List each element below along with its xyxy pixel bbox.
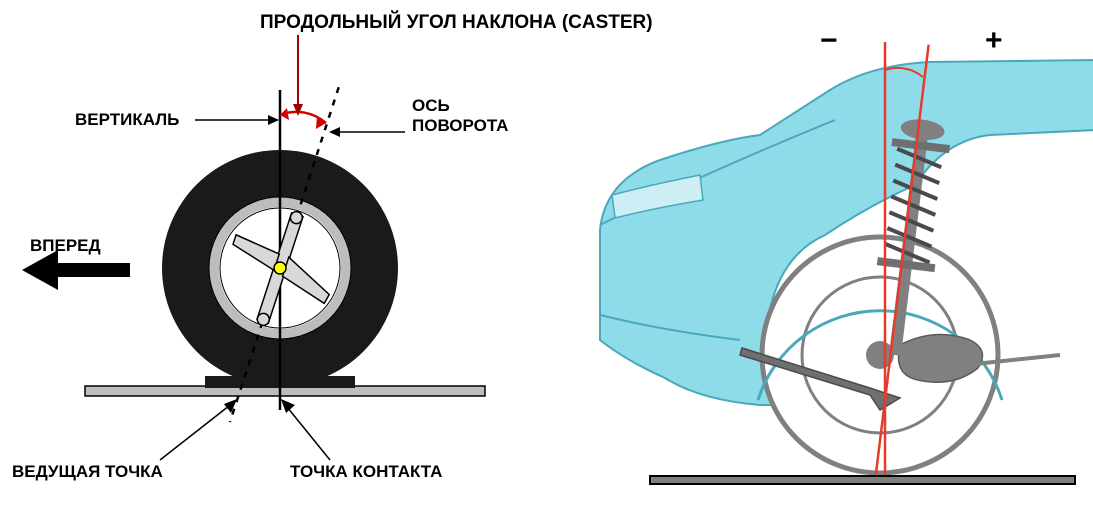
right-ground [650,476,1075,484]
caster-angle-marker [280,108,326,129]
contact-leader-arrow [281,399,295,413]
vertical-label: ВЕРТИКАЛЬ [75,110,179,130]
axis-label-2: ПОВОРОТА [412,116,508,136]
contact-point-label: ТОЧКА КОНТАКТА [290,462,442,482]
hub-center [274,262,286,274]
lead-leader [160,402,234,460]
axis-label-1: ОСЬ [412,96,450,116]
title-leader-arrow [293,104,303,116]
vertical-leader-arrow [268,115,279,125]
right-diagram: − + [580,0,1093,514]
lead-point-label: ВЕДУЩАЯ ТОЧКА [12,462,163,482]
lead-leader-arrow [224,399,237,413]
forward-arrow [22,250,130,290]
forward-label: ВПЕРЕД [30,236,101,256]
axis-leader-arrow [329,127,340,137]
plus-sign: + [985,24,1003,57]
left-diagram [0,0,560,514]
minus-sign: − [820,24,838,57]
page-root: ПРОДОЛЬНЫЙ УГОЛ НАКЛОНА (CASTER) [0,0,1093,514]
contact-leader [283,402,330,460]
